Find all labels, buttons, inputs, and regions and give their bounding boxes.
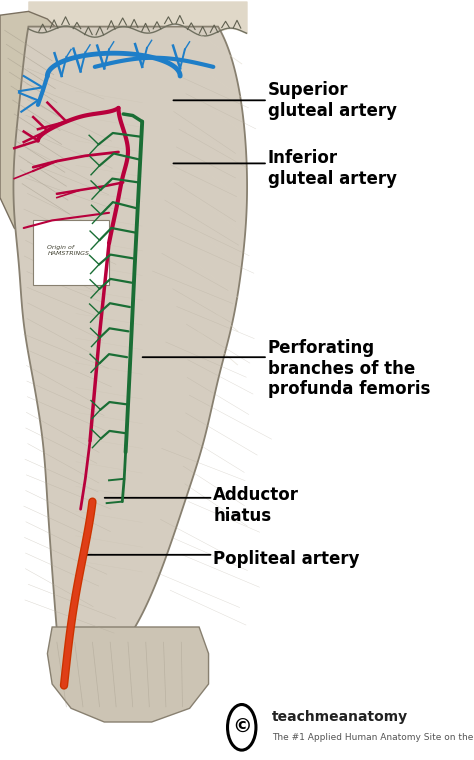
- Text: ©: ©: [232, 717, 252, 737]
- Polygon shape: [47, 627, 209, 722]
- Text: Popliteal artery: Popliteal artery: [213, 549, 360, 568]
- Polygon shape: [13, 27, 247, 631]
- Text: Perforating
branches of the
profunda femoris: Perforating branches of the profunda fem…: [268, 339, 430, 398]
- FancyBboxPatch shape: [33, 220, 109, 285]
- Polygon shape: [0, 11, 85, 243]
- Text: Origin of
HAMSTRINGS: Origin of HAMSTRINGS: [47, 245, 90, 256]
- Text: teachmeanatomy: teachmeanatomy: [272, 711, 408, 724]
- Text: Superior
gluteal artery: Superior gluteal artery: [268, 81, 397, 120]
- Text: The #1 Applied Human Anatomy Site on the Web.: The #1 Applied Human Anatomy Site on the…: [272, 733, 474, 742]
- Text: Adductor
hiatus: Adductor hiatus: [213, 486, 299, 525]
- Text: Inferior
gluteal artery: Inferior gluteal artery: [268, 149, 397, 188]
